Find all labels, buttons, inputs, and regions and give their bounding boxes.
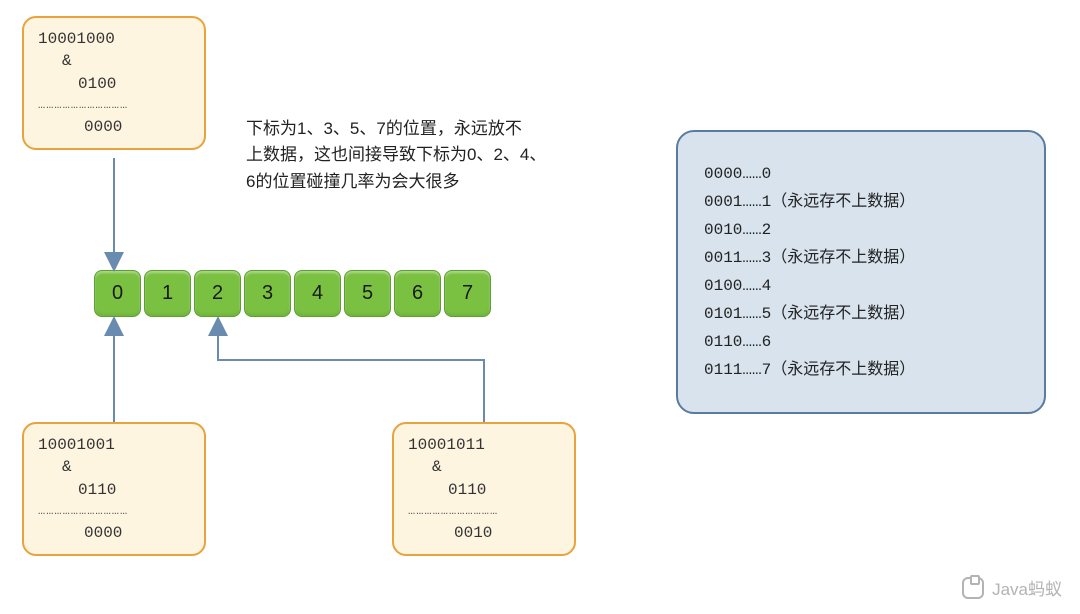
info-line: 0000……0 — [704, 160, 1018, 188]
info-line: 0100……4 — [704, 272, 1018, 300]
arrow-calc-br — [218, 320, 484, 422]
calc-result: 0000 — [38, 116, 190, 138]
calc-b: 0100 — [38, 73, 190, 95]
info-line: 0011……3（永远存不上数据） — [704, 244, 1018, 272]
wechat-icon — [962, 577, 984, 599]
calc-divider: …………………………… — [38, 95, 190, 116]
calc-a: 10001000 — [38, 28, 190, 50]
calc-op: & — [408, 456, 560, 478]
array-cell-0: 0 — [94, 270, 141, 317]
desc-line: 上数据，这也间接导致下标为0、2、4、 — [246, 142, 606, 168]
calc-br: 10001011&0110……………………………0010 — [392, 422, 576, 556]
info-line: 0101……5（永远存不上数据） — [704, 300, 1018, 328]
calc-op: & — [38, 456, 190, 478]
binary-index-list: 0000……00001……1（永远存不上数据）0010……20011……3（永远… — [676, 130, 1046, 414]
array-cell-5: 5 — [344, 270, 391, 317]
desc-line: 6的位置碰撞几率为会大很多 — [246, 169, 606, 195]
info-line: 0111……7（永远存不上数据） — [704, 356, 1018, 384]
calc-result: 0000 — [38, 522, 190, 544]
calc-b: 0110 — [38, 479, 190, 501]
array-cell-4: 4 — [294, 270, 341, 317]
center-description: 下标为1、3、5、7的位置，永远放不上数据，这也间接导致下标为0、2、4、6的位… — [246, 116, 606, 195]
watermark-text: Java蚂蚁 — [992, 575, 1062, 600]
calc-bl: 10001001&0110……………………………0000 — [22, 422, 206, 556]
array-cell-7: 7 — [444, 270, 491, 317]
desc-line: 下标为1、3、5、7的位置，永远放不 — [246, 116, 606, 142]
calc-result: 0010 — [408, 522, 560, 544]
info-line: 0010……2 — [704, 216, 1018, 244]
info-line: 0001……1（永远存不上数据） — [704, 188, 1018, 216]
array-cell-6: 6 — [394, 270, 441, 317]
watermark: Java蚂蚁 — [962, 575, 1062, 600]
calc-op: & — [38, 50, 190, 72]
calc-divider: …………………………… — [38, 501, 190, 522]
calc-b: 0110 — [408, 479, 560, 501]
calc-a: 10001001 — [38, 434, 190, 456]
calc-top: 10001000&0100……………………………0000 — [22, 16, 206, 150]
array-cell-1: 1 — [144, 270, 191, 317]
calc-a: 10001011 — [408, 434, 560, 456]
array-cell-2: 2 — [194, 270, 241, 317]
calc-divider: …………………………… — [408, 501, 560, 522]
array-row: 01234567 — [94, 270, 491, 317]
array-cell-3: 3 — [244, 270, 291, 317]
info-line: 0110……6 — [704, 328, 1018, 356]
